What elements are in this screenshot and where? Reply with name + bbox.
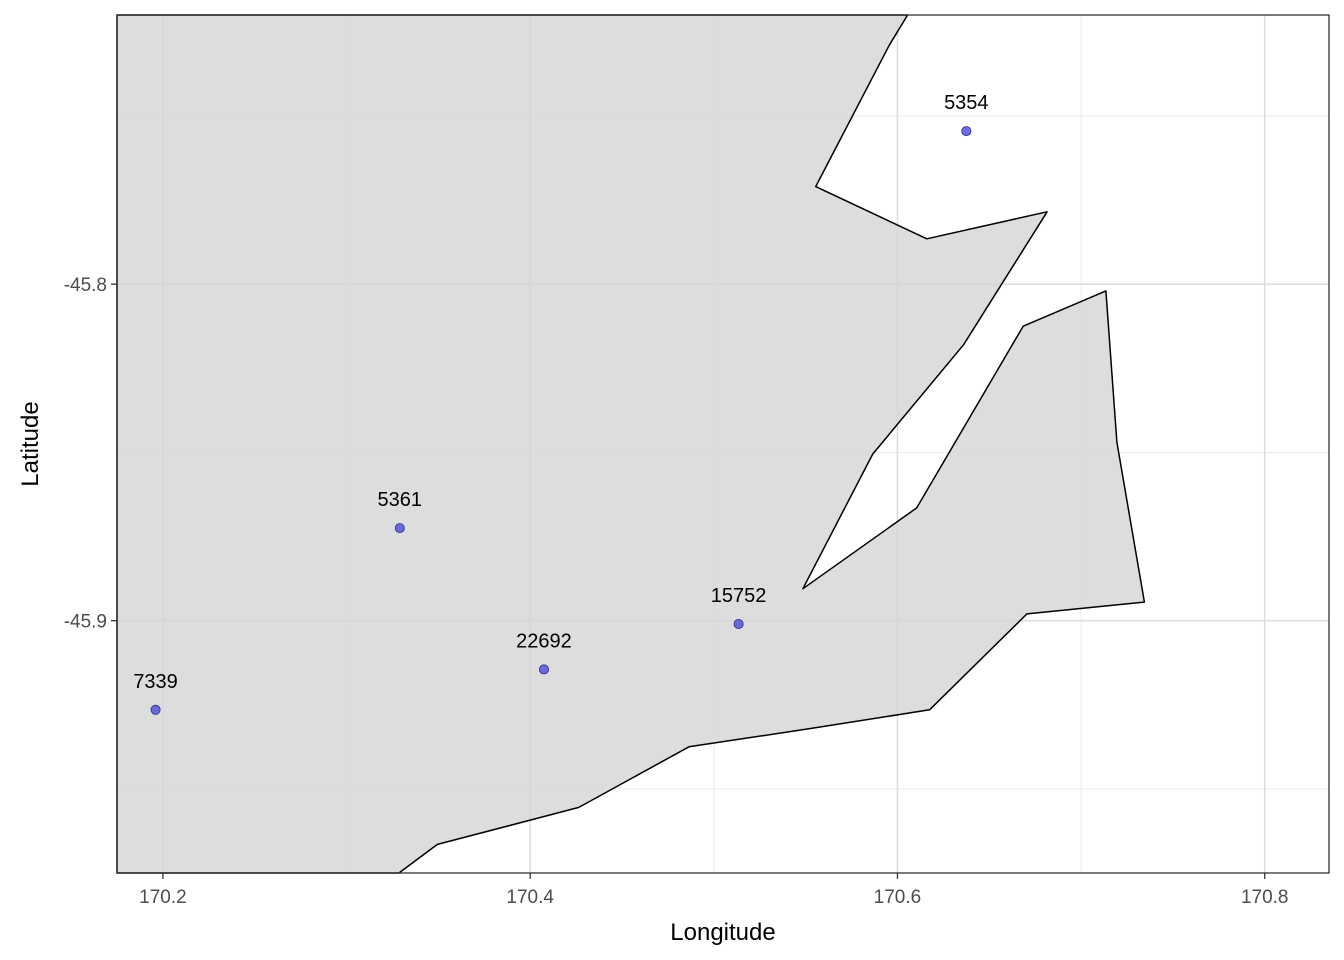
axes: 170.2 170.4 170.6 170.8 -45.8 -45.9 [64, 275, 1289, 908]
sample-points: 5354 5361 15752 22692 7339 [133, 92, 989, 715]
land-layer [116, 14, 1146, 874]
point-label: 22692 [516, 630, 572, 652]
sample-point [961, 126, 972, 137]
sample-point [150, 704, 161, 715]
point-label: 15752 [711, 585, 767, 607]
plot-panel: 5354 5361 15752 22692 7339 [116, 14, 1330, 874]
y-tick-label: -45.9 [64, 612, 107, 633]
coastline-land-polygon [116, 14, 1146, 874]
x-tick-label: 170.6 [874, 887, 922, 908]
x-tick-label: 170.8 [1241, 887, 1289, 908]
point-label: 5354 [944, 92, 989, 114]
point-label: 7339 [133, 671, 178, 693]
x-axis-title: Longitude [670, 919, 775, 946]
y-axis-title: Latitude [17, 401, 44, 486]
x-tick-label: 170.4 [506, 887, 554, 908]
sample-point [538, 664, 549, 675]
x-tick-label: 170.2 [139, 887, 187, 908]
sample-point [394, 523, 405, 534]
point-label: 5361 [378, 489, 423, 511]
sample-point [733, 619, 744, 630]
y-tick-label: -45.8 [64, 275, 107, 296]
panel-border [116, 14, 1330, 874]
